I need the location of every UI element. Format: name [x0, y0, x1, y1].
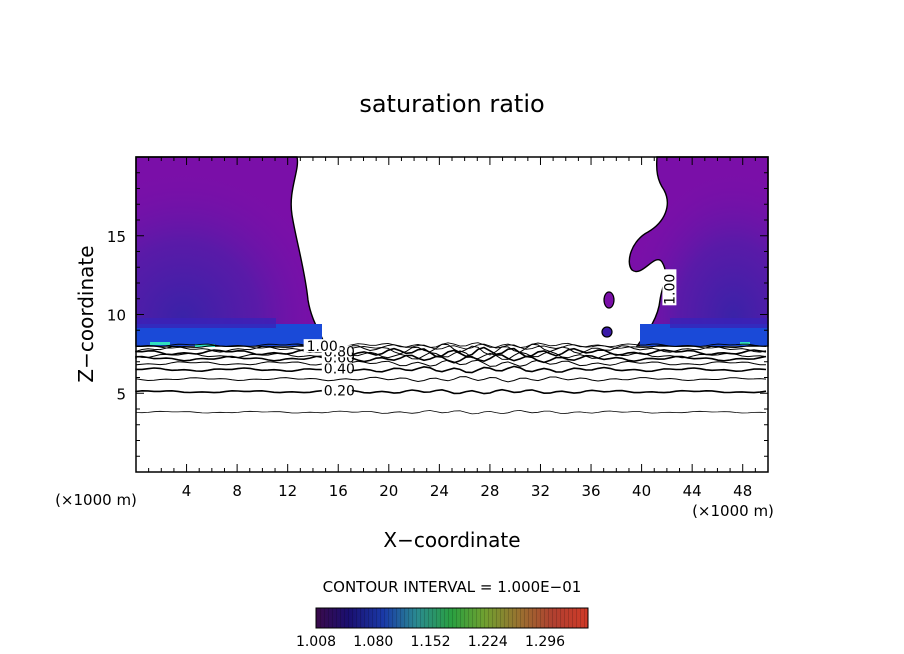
contour-lines	[135, 342, 767, 415]
plot-frame	[135, 156, 769, 473]
x-tick-label: 48	[733, 482, 752, 500]
left-base-band	[136, 324, 322, 346]
y-tick-label: 15	[107, 228, 126, 246]
right-cloud-core	[629, 157, 768, 346]
contour-line-0.9	[135, 343, 767, 356]
cyan-patch	[195, 344, 205, 347]
contour-line-lower	[135, 409, 767, 415]
cloud-island	[603, 291, 615, 309]
colorbar-tick-labels: 1.008 1.080 1.152 1.224 1.296	[296, 634, 565, 650]
contour-line-0.7	[135, 350, 767, 360]
right-base-band	[640, 324, 768, 346]
contour-line-0.3	[135, 376, 767, 383]
contour-field: 0.200.400.600.801.001.00	[135, 156, 769, 415]
x-unit-right: (×1000 m)	[692, 502, 774, 520]
cyan-patch	[150, 342, 160, 345]
contour-label: 1.00	[662, 274, 678, 305]
x-tick-label: 24	[430, 482, 449, 500]
colorbar-tick-label: 1.296	[525, 634, 565, 650]
contour-line-upper	[135, 342, 767, 349]
right-cloud-contour	[628, 156, 769, 347]
x-unit-left: (×1000 m)	[55, 491, 137, 509]
x-tick-label: 16	[329, 482, 348, 500]
colorbar-stripes	[316, 608, 588, 628]
y-tick-label: 5	[116, 385, 126, 403]
x-tick-label: 20	[379, 482, 398, 500]
contour-interval-label: CONTOUR INTERVAL = 1.000E−01	[323, 578, 582, 596]
x-tick-label: 12	[278, 482, 297, 500]
x-tick-label: 40	[632, 482, 651, 500]
chart-title: saturation ratio	[359, 90, 544, 118]
cloud-island	[601, 326, 613, 338]
x-axis-title: X−coordinate	[383, 528, 520, 552]
contour-value-labels: 0.200.400.600.801.001.00	[303, 269, 678, 400]
contour-line-0.4	[135, 365, 767, 374]
x-tick-label: 36	[581, 482, 600, 500]
cyan-patch	[160, 342, 170, 345]
contour-line-0.2	[135, 388, 767, 395]
contour-line-upper	[135, 343, 767, 350]
y-tick-label: 10	[107, 307, 126, 325]
x-tick-label: 44	[683, 482, 702, 500]
contour-label: 0.20	[324, 384, 355, 400]
colorbar-tick-label: 1.152	[410, 634, 450, 650]
contour-label: 1.00	[307, 339, 338, 355]
colorbar-tick-label: 1.008	[296, 634, 336, 650]
colorbar-border	[315, 607, 589, 629]
colorbar-tick-label: 1.224	[468, 634, 508, 650]
x-tick-label: 8	[232, 482, 242, 500]
colorbar-tick-label: 1.080	[353, 634, 393, 650]
x-tick-label: 32	[531, 482, 550, 500]
contour-label: 0.40	[324, 362, 355, 378]
cyan-patch	[740, 342, 750, 345]
x-tick-label: 4	[182, 482, 192, 500]
y-axis-title: Z−coordinate	[74, 245, 98, 382]
y-tick-labels: 5 10 15	[107, 228, 126, 404]
contour-label-bg	[662, 269, 677, 306]
left-cloud-core	[136, 157, 325, 346]
left-base-band-upper	[136, 318, 276, 328]
colorbar: 1.008 1.080 1.152 1.224 1.296	[296, 607, 589, 650]
x-tick-labels: 4 8 12 16 20 24 28 32 36 40 44 48	[182, 482, 752, 500]
right-base-band-upper	[670, 318, 768, 328]
contour-label-bg	[321, 362, 352, 375]
contour-label-bg	[303, 339, 340, 353]
contour-label-bg	[321, 384, 352, 397]
x-tick-label: 28	[480, 482, 499, 500]
